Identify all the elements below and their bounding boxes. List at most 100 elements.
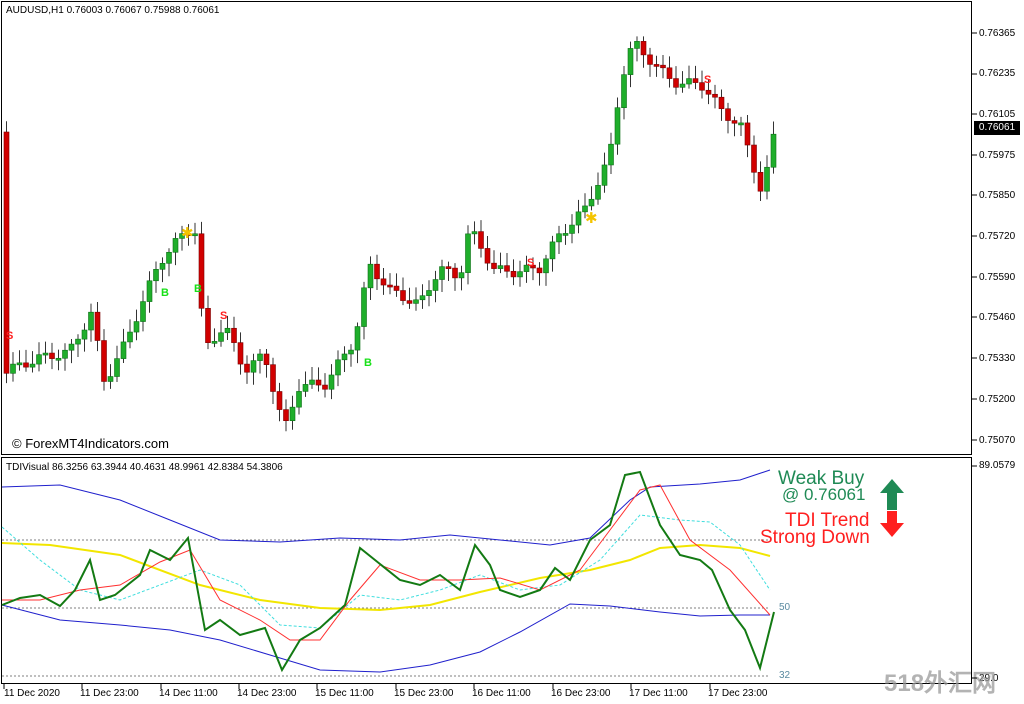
candle-body [16,362,23,366]
candle-body [445,266,452,269]
watermark-logo: 518外汇网 [884,670,997,697]
candle-body [257,353,263,361]
candle-body [621,74,627,108]
level-50-label: 50 [779,602,791,613]
candle-body [3,131,10,374]
candle-body [764,166,770,192]
candle-body [595,185,601,200]
candle-body [530,264,536,269]
candle-body [309,379,315,385]
candle-body [666,67,673,79]
candle-body [478,231,484,249]
candle-body [686,78,692,85]
candle-body [426,290,432,296]
down-arrow-icon [880,511,904,537]
tdi-indicator-panel[interactable] [1,457,972,684]
candle-body [179,233,185,239]
candle-body [380,278,387,286]
candle-body [354,326,361,351]
candle-body [263,353,270,365]
candle-body [601,164,608,186]
price-axis-label: 0.76365 [979,28,1016,39]
price-axis-label: 0.75200 [979,394,1016,405]
candle-body [497,265,504,269]
candle-body [738,122,744,126]
candle-body [640,41,647,56]
candle-body [543,258,549,274]
star-marker: ✱ [181,224,194,242]
price-axis-label: 0.75070 [979,435,1016,446]
price-axis-label: 0.75720 [979,231,1016,242]
candle-body [367,263,374,289]
candle-body [36,354,42,365]
tdi-market-baseline [1,542,771,612]
time-axis-label: 15 Dec 11:00 [315,688,374,699]
candle-body [744,122,751,146]
price-chart-panel[interactable] [1,1,972,455]
candle-body [517,271,523,278]
candle-body [10,363,16,374]
candle-body [465,233,471,273]
candle-body [224,327,231,334]
candle-body [302,384,309,392]
candle-body [276,391,283,410]
candle-body [751,144,757,173]
candle-body [614,107,621,145]
tdi-axis-max: 89.0579 [979,460,1016,471]
candle-body [400,290,406,301]
tdi-lower-band [1,603,770,673]
candle-body [562,233,569,236]
candle-body [699,82,705,91]
candle-body [653,64,660,67]
candle-body [504,265,510,272]
candle-body [770,133,777,168]
candle-body [510,270,517,278]
price-axis-label: 0.76105 [979,109,1016,120]
candle-body [68,343,75,351]
signal-marker: B [194,283,202,295]
candle-body [198,233,205,309]
candle-body [231,327,237,343]
price-axis-label: 0.75590 [979,272,1016,283]
candle-body [712,93,718,98]
candle-body [75,338,81,345]
candle-body [62,349,68,359]
candle-body [731,120,738,124]
weak-buy-label: Weak Buy [778,468,865,489]
candle-body [120,341,127,359]
price-axis-label: 0.75460 [979,312,1016,323]
candle-body [374,263,380,280]
candle-body [556,233,562,243]
candle-body [536,267,543,274]
candle-body [29,363,36,368]
candle-body [341,353,348,361]
signal-marker: S [6,330,13,342]
candle-body [283,409,289,422]
signal-marker: S [527,257,534,269]
candle-body [166,251,172,264]
star-marker: ✱ [585,209,598,227]
time-axis-label: 16 Dec 11:00 [472,688,531,699]
candle-body [471,231,478,235]
candle-body [81,329,88,340]
time-axis-label: 15 Dec 23:00 [394,688,454,699]
tdi-signal-line [2,484,771,641]
candle-body [172,238,179,253]
candle-body [49,352,55,359]
candle-body [361,287,367,327]
candle-body [94,311,101,341]
price-axis-label: 0.75975 [979,150,1016,161]
candle-body [270,364,276,392]
candle-body [250,360,257,373]
candle-body [569,224,575,234]
candle-body [107,376,114,382]
candle-body [458,272,465,279]
symbol-ohlc-label: AUDUSD,H1 0.76003 0.76067 0.75988 0.7606… [6,5,220,16]
candle-body [192,233,198,237]
weak-buy-price: @ 0.76061 [782,485,866,504]
candle-body [549,241,556,260]
candle-body [679,83,686,88]
candle-body [582,205,588,213]
candle-body [413,299,419,304]
